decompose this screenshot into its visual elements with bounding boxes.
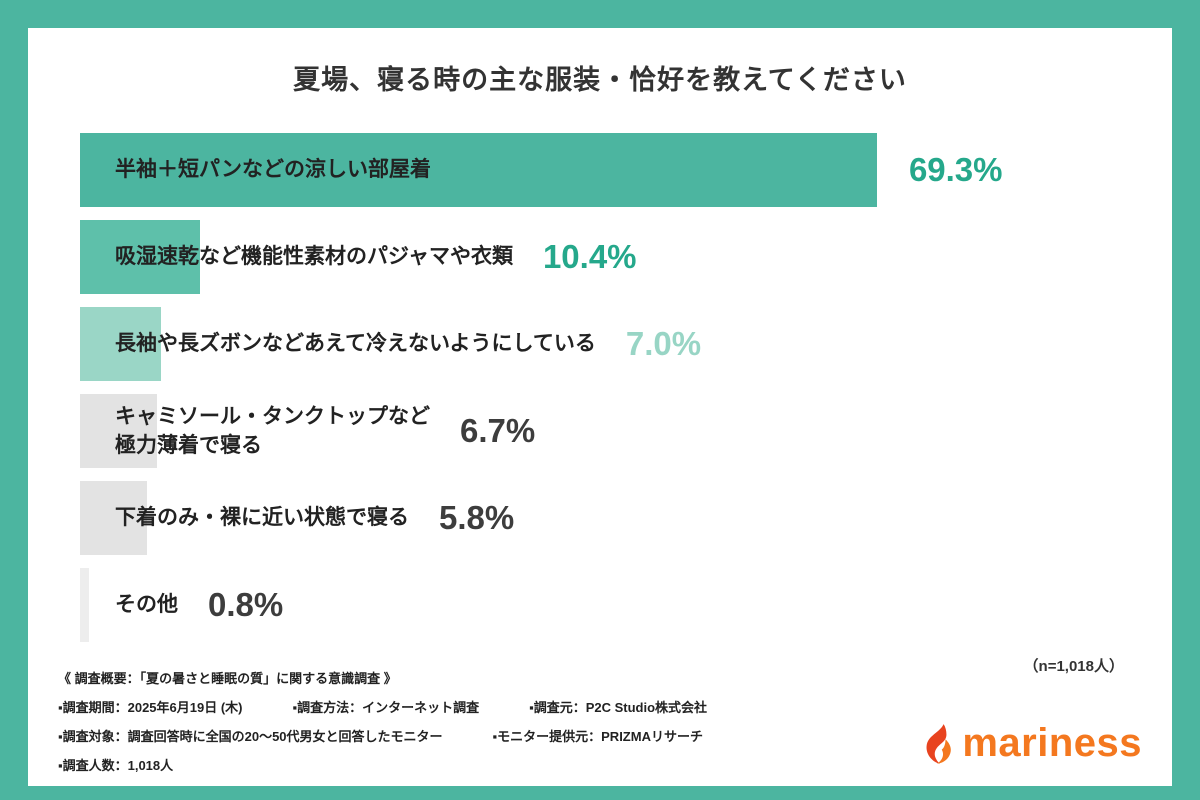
bar xyxy=(80,481,147,555)
survey-respondents: ▪調査人数：1,018人 xyxy=(58,758,174,773)
survey-card: 夏場、寝る時の主な服装・恰好を教えてください 半袖＋短パンなどの涼しい部屋着 6… xyxy=(28,28,1172,786)
bar-label: 長袖や長ズボンなどあえて冷えないようにしている xyxy=(115,332,596,356)
bar-label: 半袖＋短パンなどの涼しい部屋着 xyxy=(115,158,432,182)
sample-size-note: （n=1,018人） xyxy=(1023,658,1124,675)
mariness-flame-icon xyxy=(926,723,952,764)
mariness-logo: mariness xyxy=(920,721,1142,766)
chart-title: 夏場、寝る時の主な服装・恰好を教えてください xyxy=(293,65,907,95)
bar-label: その他 xyxy=(115,593,178,617)
survey-details: 《 調査概要：「夏の暑さと睡眠の質」に関する意識調査 》 ▪調査期間：2025年… xyxy=(58,668,707,774)
bar-row: 長袖や長ズボンなどあえて冷えないようにしている 7.0% xyxy=(80,307,1165,381)
survey-target: ▪調査対象：調査回答時に全国の20〜50代男女と回答したモニター xyxy=(58,729,443,744)
bar-chart: 半袖＋短パンなどの涼しい部屋着 69.3% 吸湿速乾など機能性素材のパジャマや衣… xyxy=(80,133,1165,642)
bar-row: 吸湿速乾など機能性素材のパジャマや衣類 10.4% xyxy=(80,220,1165,294)
bar xyxy=(80,568,90,642)
bar-row: 下着のみ・裸に近い状態で寝る 5.8% xyxy=(80,481,1165,555)
bar-label: 下着のみ・裸に近い状態で寝る xyxy=(115,506,409,530)
bar-label: キャミソール・タンクトップなど 極力薄着で寝る xyxy=(115,404,430,457)
survey-period: ▪調査期間：2025年6月19日 (木) xyxy=(58,700,243,715)
bar-value: 7.0% xyxy=(625,325,702,362)
bar xyxy=(80,220,200,294)
survey-monitor-provider: ▪モニター提供元：PRIZMAリサーチ xyxy=(492,729,703,744)
bar xyxy=(80,307,161,381)
bar-value: 5.8% xyxy=(439,499,515,536)
bar xyxy=(80,394,158,468)
survey-method: ▪調査方法：インターネット調査 xyxy=(292,700,480,715)
bar-row: 半袖＋短パンなどの涼しい部屋着 69.3% xyxy=(80,133,1165,207)
bar-label: 吸湿速乾など機能性素材のパジャマや衣類 xyxy=(115,245,513,269)
bar xyxy=(80,133,877,207)
survey-overview: 《 調査概要：「夏の暑さと睡眠の質」に関する意識調査 》 xyxy=(58,671,397,686)
mariness-logo-text: mariness xyxy=(962,721,1142,765)
bar-value: 69.3% xyxy=(908,151,1003,188)
bar-row: キャミソール・タンクトップなど 極力薄着で寝る 6.7% xyxy=(80,394,1165,468)
bar-value: 6.7% xyxy=(460,412,536,449)
bar-value: 0.8% xyxy=(208,586,284,623)
bar-row: その他 0.8% xyxy=(80,568,1165,642)
bar-value: 10.4% xyxy=(542,238,637,275)
survey-source: ▪調査元：P2C Studio株式会社 xyxy=(529,700,708,715)
